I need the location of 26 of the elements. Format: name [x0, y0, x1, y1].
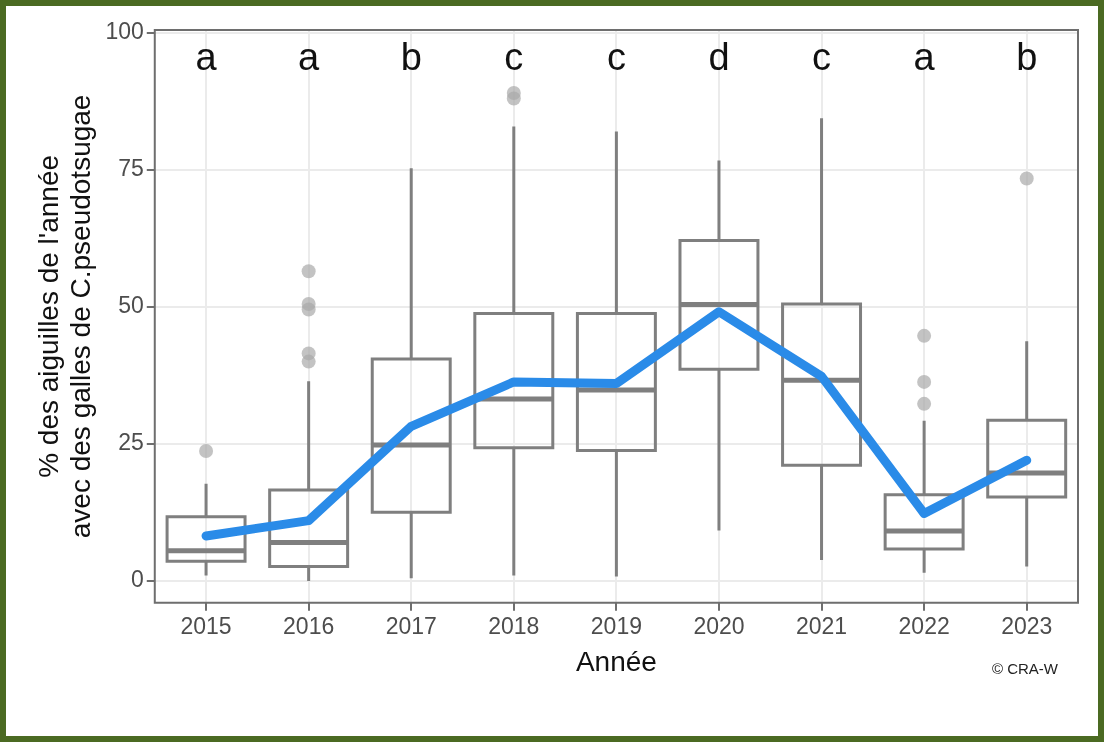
annotation: b	[1016, 35, 1038, 78]
annotation: d	[708, 35, 730, 78]
x-tick-label: 2023	[1001, 612, 1053, 639]
annotation: c	[504, 35, 524, 78]
annotation: a	[298, 35, 321, 78]
y-tick-label: 0	[130, 566, 144, 593]
annotation: c	[606, 35, 626, 78]
annotation: b	[400, 35, 422, 78]
x-tick-label: 2015	[180, 612, 232, 639]
x-tick-label: 2016	[283, 612, 335, 639]
x-tick-label: 2021	[795, 612, 848, 639]
y-tick-label: 50	[118, 292, 144, 319]
annotation: a	[195, 35, 218, 78]
x-tick-label: 2019	[590, 612, 642, 639]
y-tick-label: 75	[118, 155, 144, 182]
y-axis-title: % des aiguilles de l'année avec des galles de C.pseudotsugae	[32, 94, 97, 539]
x-tick-label: 2022	[898, 612, 950, 639]
annotation: c	[812, 35, 832, 78]
x-tick-label: 2020	[693, 612, 745, 639]
x-tick-label: 2017	[385, 612, 437, 639]
y-tick-label: 100	[105, 18, 144, 45]
x-tick-label: 2018	[488, 612, 540, 639]
x-axis-title: Année	[575, 645, 657, 677]
annotation: a	[913, 35, 936, 78]
text: © CRA-W	[991, 660, 1058, 677]
y-tick-label: 25	[118, 429, 144, 456]
